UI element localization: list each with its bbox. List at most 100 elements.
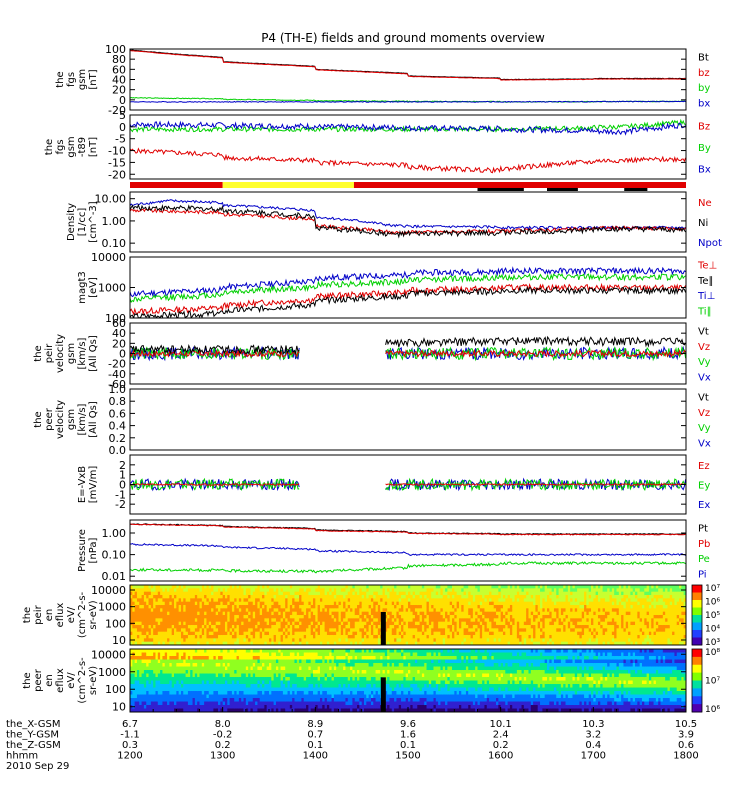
spectrogram-cell (158, 663, 161, 667)
spectrogram-cell (621, 602, 624, 606)
spectrogram-cell (450, 628, 453, 632)
spectrogram-cell (512, 638, 515, 642)
spectrogram-cell (461, 612, 464, 616)
spectrogram-cell (422, 625, 425, 629)
panel-frame (130, 520, 686, 581)
spectrogram-cell (401, 595, 404, 599)
spectrogram-cell (649, 632, 652, 636)
spectrogram-cell (322, 628, 325, 632)
legend-Vy: Vy (698, 423, 711, 434)
spectrogram-cell (227, 612, 230, 616)
spectrogram-cell (364, 605, 367, 609)
spectrogram-cell (371, 625, 374, 629)
spectrogram-cell (276, 625, 279, 629)
spectrogram-cell (524, 628, 527, 632)
spectrogram-cell (325, 628, 328, 632)
spectrogram-cell (610, 588, 613, 592)
spectrogram-cell (165, 595, 168, 599)
spectrogram-cell (630, 585, 633, 589)
spectrogram-cell (642, 612, 645, 616)
spectrogram-cell (260, 612, 263, 616)
spectrogram-cell (239, 608, 242, 612)
spectrogram-cell (176, 660, 179, 664)
y-axis-label: -t89 (77, 137, 88, 157)
spectrogram-cell (524, 615, 527, 619)
spectrogram-cell (308, 605, 311, 609)
spectrogram-cell (392, 628, 395, 632)
spectrogram-cell (498, 592, 501, 596)
spectrogram-cell (142, 618, 145, 622)
spectrogram-cell (274, 625, 277, 629)
spectrogram-cell (197, 602, 200, 606)
spectrogram-cell (644, 625, 647, 629)
spectrogram-cell (614, 602, 617, 606)
spectrogram-cell (651, 612, 654, 616)
spectrogram-cell (183, 638, 186, 642)
spectrogram-cell (429, 595, 432, 599)
spectrogram-cell (531, 628, 534, 632)
spectrogram-cell (186, 588, 189, 592)
spectrogram-cell (385, 585, 388, 589)
spectrogram-cell (206, 635, 209, 639)
spectrogram-cell (190, 632, 193, 636)
spectrogram-cell (137, 695, 140, 699)
spectrogram-cell (408, 602, 411, 606)
spectrogram-cell (318, 622, 321, 626)
spectrogram-cell (559, 598, 562, 602)
spectrogram-cell (322, 612, 325, 616)
spectrogram-cell (179, 585, 182, 589)
spectrogram-cell (336, 598, 339, 602)
spectrogram-cell (547, 618, 550, 622)
spectrogram-cell (644, 612, 647, 616)
spectrogram-cell (158, 670, 161, 674)
spectrogram-cell (468, 605, 471, 609)
spectrogram-cell (464, 592, 467, 596)
spectrogram-cell (165, 695, 168, 699)
spectrogram-cell (575, 598, 578, 602)
spectrogram-cell (172, 670, 175, 674)
spectrogram-cell (352, 585, 355, 589)
spectrogram-cell (677, 632, 680, 636)
spectrogram-cell (478, 622, 481, 626)
spectrogram-cell (290, 608, 293, 612)
legend-Vz: Vz (698, 342, 710, 353)
spectrogram-cell (176, 598, 179, 602)
spectrogram-cell (579, 615, 582, 619)
spectrogram-cell (329, 622, 332, 626)
y-axis-label: en (44, 609, 55, 622)
spectrogram-cell (593, 598, 596, 602)
spectrogram-cell (670, 595, 673, 599)
spectrogram-cell (162, 702, 165, 706)
spectrogram-cell (227, 585, 230, 589)
spectrogram-cell (151, 628, 154, 632)
spectrogram-cell (241, 605, 244, 609)
spectrogram-cell (315, 632, 318, 636)
spectrogram-cell (158, 588, 161, 592)
spectrogram-cell (200, 612, 203, 616)
spectrogram-cell (607, 592, 610, 596)
spectrogram-cell (186, 598, 189, 602)
spectrogram-cell (589, 612, 592, 616)
spectrogram-cell (193, 635, 196, 639)
spectrogram-cell (568, 592, 571, 596)
spectrogram-cell (596, 595, 599, 599)
spectrogram-cell (169, 628, 172, 632)
spectrogram-cell (144, 605, 147, 609)
spectrogram-cell (357, 615, 360, 619)
spectrogram-cell (162, 588, 165, 592)
spectrogram-cell (443, 595, 446, 599)
spectrogram-cell (283, 638, 286, 642)
spectrogram-cell (433, 635, 436, 639)
series-Ne (130, 209, 686, 234)
spectrogram-cell (447, 608, 450, 612)
y-tick-label: 0.0 (109, 444, 127, 457)
spectrogram-cell (155, 660, 158, 664)
spectrogram-cell (651, 632, 654, 636)
spectrogram-cell (593, 625, 596, 629)
spectrogram-cell (155, 670, 158, 674)
spectrogram-cell (394, 615, 397, 619)
spectrogram-cell (461, 605, 464, 609)
spectrogram-cell (526, 635, 529, 639)
spectrogram-cell (440, 598, 443, 602)
